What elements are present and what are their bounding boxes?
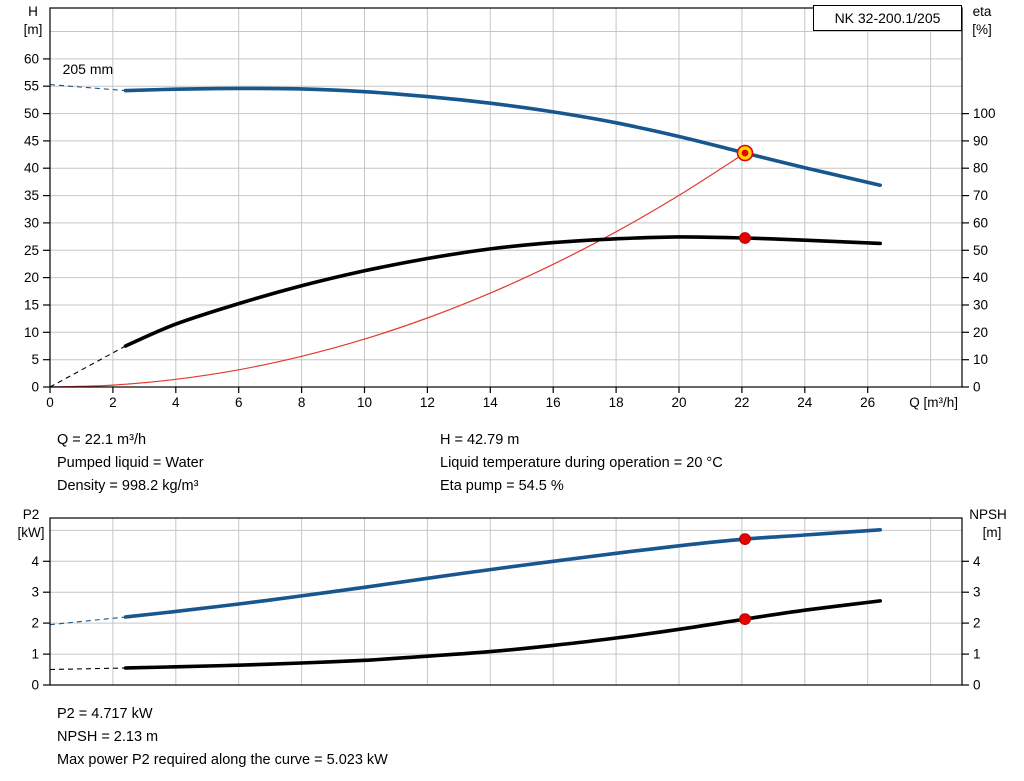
y-right-tick-label: 10 bbox=[973, 352, 988, 367]
y-right-tick-label: 40 bbox=[973, 270, 988, 285]
x-tick-label: 8 bbox=[298, 395, 306, 410]
pump-type-label: NK 32-200.1/205 bbox=[813, 5, 962, 31]
y-left-tick-label: 40 bbox=[24, 161, 39, 176]
y-right-axis-title: eta bbox=[973, 4, 992, 19]
x-tick-label: 26 bbox=[860, 395, 875, 410]
x-tick-label: 20 bbox=[671, 395, 686, 410]
y-right-tick-label: 60 bbox=[973, 215, 988, 230]
y-left-tick-label: 15 bbox=[24, 298, 39, 313]
x-axis-label: Q [m³/h] bbox=[909, 395, 958, 410]
x-tick-label: 4 bbox=[172, 395, 180, 410]
y-left-tick-label: 20 bbox=[24, 270, 39, 285]
y-left-axis-title: [m] bbox=[24, 22, 43, 37]
y-right-axis-title: NPSH bbox=[969, 507, 1007, 522]
duty-point-p2 bbox=[739, 533, 751, 545]
y-right-tick-label: 30 bbox=[973, 298, 988, 313]
info-row: Density = 998.2 kg/m³ Eta pump = 54.5 % bbox=[57, 474, 977, 497]
plot-frame bbox=[49, 517, 963, 686]
x-tick-label: 12 bbox=[420, 395, 435, 410]
head-curve-lead bbox=[49, 84, 126, 92]
y-left-tick-label: 2 bbox=[31, 616, 39, 631]
y-right-tick-label: 4 bbox=[973, 554, 981, 569]
plot-frame bbox=[49, 7, 963, 388]
x-tick-label: 18 bbox=[609, 395, 624, 410]
y-left-tick-label: 30 bbox=[24, 215, 39, 230]
y-right-tick-label: 50 bbox=[973, 243, 988, 258]
duty-point-eta bbox=[739, 232, 751, 244]
info-row: Pumped liquid = Water Liquid temperature… bbox=[57, 451, 977, 474]
x-tick-label: 24 bbox=[797, 395, 813, 410]
pumped-liquid-value: Pumped liquid = Water bbox=[57, 454, 204, 471]
eta-curve-lead bbox=[49, 345, 126, 388]
y-right-tick-label: 0 bbox=[973, 678, 981, 693]
y-right-axis-title: [m] bbox=[983, 525, 1002, 540]
x-tick-label: 14 bbox=[483, 395, 499, 410]
y-left-tick-label: 45 bbox=[24, 133, 39, 148]
y-left-tick-label: 55 bbox=[24, 79, 39, 94]
x-tick-label: 0 bbox=[46, 395, 54, 410]
flow-value: Q = 22.1 m³/h bbox=[57, 431, 147, 448]
impeller-diameter-label: 205 mm bbox=[63, 61, 114, 77]
duty-point-head-center bbox=[741, 149, 749, 157]
y-left-axis-title: H bbox=[28, 4, 38, 19]
x-tick-label: 10 bbox=[357, 395, 372, 410]
y-left-tick-label: 25 bbox=[24, 243, 39, 258]
y-left-tick-label: 0 bbox=[31, 678, 39, 693]
info-row: Q = 22.1 m³/h H = 42.79 m bbox=[57, 428, 977, 451]
head-value: H = 42.79 m bbox=[440, 431, 520, 448]
npsh-value: NPSH = 2.13 m bbox=[57, 729, 159, 745]
y-left-tick-label: 60 bbox=[24, 51, 39, 66]
y-left-tick-label: 35 bbox=[24, 188, 39, 203]
x-tick-label: 22 bbox=[734, 395, 749, 410]
npsh-curve-lead bbox=[49, 667, 126, 671]
p2-npsh-chart: 0 1 2 3 4 0 1 2 3 4 P2 [kW] NPSH [m] bbox=[18, 507, 1007, 693]
y-left-tick-label: 3 bbox=[31, 585, 39, 600]
y-right-tick-label: 100 bbox=[973, 106, 996, 121]
y-right-tick-label: 0 bbox=[973, 380, 981, 395]
y-left-tick-label: 10 bbox=[24, 325, 39, 340]
y-right-tick-label: 20 bbox=[973, 325, 988, 340]
y-left-axis-title: [kW] bbox=[18, 525, 45, 540]
y-right-tick-label: 70 bbox=[973, 188, 988, 203]
y-right-tick-label: 3 bbox=[973, 585, 981, 600]
y-right-tick-label: 1 bbox=[973, 647, 981, 662]
p2-value: P2 = 4.717 kW bbox=[57, 706, 153, 722]
max-power-value: Max power P2 required along the curve = … bbox=[57, 752, 388, 768]
liquid-temperature-value: Liquid temperature during operation = 20… bbox=[440, 454, 723, 471]
y-right-tick-label: 80 bbox=[973, 161, 988, 176]
y-right-tick-label: 2 bbox=[973, 616, 981, 631]
y-left-tick-label: 0 bbox=[31, 380, 39, 395]
duty-point-npsh bbox=[739, 613, 751, 625]
y-right-tick-label: 90 bbox=[973, 133, 988, 148]
y-left-tick-label: 5 bbox=[31, 352, 39, 367]
qh-eta-chart: 0 2 4 6 8 10 12 14 16 18 20 22 24 26 Q [m³/h]051015202… bbox=[24, 4, 996, 410]
eta-pump-value: Eta pump = 54.5 % bbox=[440, 477, 564, 494]
y-right-axis-title: [%] bbox=[972, 22, 992, 37]
p2-curve-lead bbox=[49, 616, 126, 626]
power-npsh-info: P2 = 4.717 kW NPSH = 2.13 m Max power P2… bbox=[57, 703, 388, 772]
y-left-tick-label: 50 bbox=[24, 106, 39, 121]
x-tick-label: 6 bbox=[235, 395, 243, 410]
y-left-tick-label: 4 bbox=[31, 554, 39, 569]
x-tick-label: 2 bbox=[109, 395, 117, 410]
system-curve bbox=[49, 152, 746, 388]
x-tick-label: 16 bbox=[546, 395, 561, 410]
y-left-tick-label: 1 bbox=[31, 647, 39, 662]
y-left-axis-title: P2 bbox=[23, 507, 40, 522]
density-value: Density = 998.2 kg/m³ bbox=[57, 477, 199, 494]
duty-point-info: Q = 22.1 m³/h H = 42.79 m Pumped liquid … bbox=[57, 428, 977, 497]
